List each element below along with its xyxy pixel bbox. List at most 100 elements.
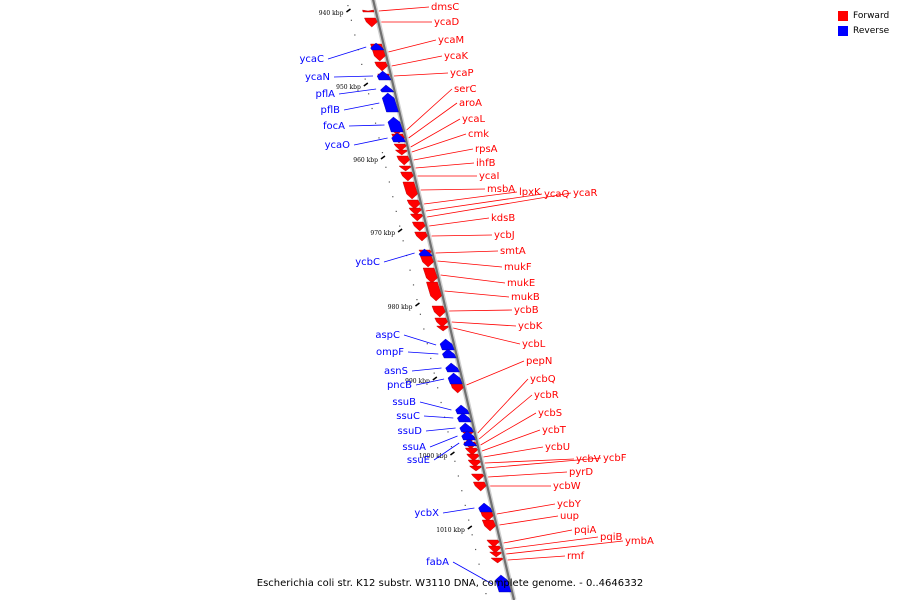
gene-feature-ycaL[interactable] [393,143,407,152]
gene-label-ycaR[interactable]: ycaR [573,188,598,199]
gene-label-ycbF[interactable]: ycbF [603,453,627,464]
gene-label-kdsB[interactable]: kdsB [491,213,515,224]
gene-feature-pqiA[interactable] [486,539,500,548]
gene-label-fabA[interactable]: fabA [426,557,449,568]
gene-label-ycaQ[interactable]: ycaQ [544,189,570,200]
gene-label-ycaC[interactable]: ycaC [299,54,324,65]
gene-label-ycbL[interactable]: ycbL [522,339,546,350]
gene-feature-ssuC[interactable] [457,412,472,423]
gene-label-pepN[interactable]: pepN [526,356,552,367]
gene-feature-ycbJ[interactable] [414,231,428,242]
gene-feature-ycaI[interactable] [400,171,414,182]
gene-label-ssuA[interactable]: ssuA [402,442,426,453]
gene-label-ycbX[interactable]: ycbX [414,508,439,519]
gene-feature-uup[interactable] [481,519,496,532]
gene-label-pncB[interactable]: pncB [387,380,412,391]
gene-label-pyrD[interactable]: pyrD [569,467,593,478]
gene-label-ycaL[interactable]: ycaL [462,114,486,125]
gene-label-ycaI[interactable]: ycaI [479,171,500,182]
gene-label-ycbQ[interactable]: ycbQ [530,374,556,385]
gene-feature-cmk[interactable] [394,149,408,156]
gene-feature-focA[interactable] [387,116,404,133]
gene-feature-kdsB[interactable] [411,221,426,232]
gene-label-mukB[interactable]: mukB [511,292,540,303]
gene-feature-ymbA[interactable] [489,551,503,558]
gene-label-ymbA[interactable]: ymbA [625,536,654,547]
gene-label-ycbS[interactable]: ycbS [538,408,562,419]
gene-label-ycaD[interactable]: ycaD [434,17,460,28]
gene-feature-ycaK[interactable] [374,61,388,72]
gene-label-mukF[interactable]: mukF [504,262,532,273]
gene-feature-mukF[interactable] [420,255,434,268]
gene-label-aroA[interactable]: aroA [459,98,482,109]
gene-label-ycbJ[interactable]: ycbJ [494,230,515,241]
gene-label-cmk[interactable]: cmk [468,129,489,140]
gene-feature-ycbK[interactable] [434,317,448,328]
gene-feature-ycbX[interactable] [478,502,493,513]
gene-feature-mukE[interactable] [422,267,438,284]
gene-label-ycaM[interactable]: ycaM [438,35,464,46]
gene-feature-ycaN[interactable] [376,70,392,81]
gene-label-smtA[interactable]: smtA [500,246,526,257]
gene-label-rpsA[interactable]: rpsA [475,144,498,155]
gene-feature-ycbC[interactable] [418,248,433,257]
gene-label-ycaN[interactable]: ycaN [305,72,330,83]
gene-label-aspC[interactable]: aspC [375,330,400,341]
gene-feature-ycbL[interactable] [436,325,449,332]
gene-feature-ycbF[interactable] [469,465,482,472]
gene-label-pflB[interactable]: pflB [320,105,340,116]
gene-feature-pqiB[interactable] [487,545,501,554]
gene-label-ycbU[interactable]: ycbU [545,442,570,453]
gene-feature-ycbU[interactable] [466,453,480,462]
gene-label-lpxK[interactable]: lpxK [519,187,541,198]
gene-feature-ssuE[interactable] [463,438,478,447]
gene-label-ssuE[interactable]: ssuE [407,455,430,466]
gene-feature-pncB[interactable] [447,372,463,385]
gene-feature-mukB[interactable] [426,281,442,302]
gene-feature-ycaC[interactable] [370,42,385,51]
gene-feature-lpxK[interactable] [406,199,421,210]
gene-label-uup[interactable]: uup [560,511,579,522]
gene-label-ycbY[interactable]: ycbY [557,499,582,510]
gene-label-ycbV[interactable]: ycbV [576,454,601,465]
gene-label-ssuB[interactable]: ssuB [392,397,416,408]
gene-feature-rpsA[interactable] [396,155,410,166]
gene-label-pqiB[interactable]: pqiB [600,532,622,543]
gene-label-focA[interactable]: focA [323,121,345,132]
gene-feature-ihfB[interactable] [398,165,412,172]
gene-label-ycbT[interactable]: ycbT [542,425,567,436]
gene-feature-ycbT[interactable] [464,447,478,456]
gene-feature-pflB[interactable] [381,92,399,113]
gene-label-ycbB[interactable]: ycbB [514,305,539,316]
gene-feature-ycaO[interactable] [391,132,406,143]
gene-label-ompF[interactable]: ompF [376,347,404,358]
gene-label-ycbC[interactable]: ycbC [355,257,380,268]
gene-label-serC[interactable]: serC [454,84,476,95]
gene-feature-rmf[interactable] [490,557,504,564]
gene-label-ycbK[interactable]: ycbK [518,321,543,332]
gene-feature-msbA[interactable] [402,181,418,200]
gene-feature-pyrD[interactable] [471,473,485,482]
gene-feature-fabA[interactable] [495,574,512,593]
gene-label-ihfB[interactable]: ihfB [476,158,496,169]
gene-label-ycaK[interactable]: ycaK [444,51,469,62]
gene-label-dmsC[interactable]: dmsC [431,2,459,13]
gene-label-ycaO[interactable]: ycaO [325,140,351,151]
gene-label-asnS[interactable]: asnS [384,366,408,377]
gene-label-rmf[interactable]: rmf [567,551,585,562]
gene-feature-ycaR[interactable] [410,213,424,222]
gene-feature-pflA[interactable] [380,84,395,93]
gene-label-ssuD[interactable]: ssuD [398,426,423,437]
gene-label-ycbR[interactable]: ycbR [534,390,559,401]
gene-feature-ycaQ[interactable] [408,207,422,216]
gene-feature-dmsC[interactable] [362,9,375,13]
gene-label-ycaP[interactable]: ycaP [450,68,474,79]
gene-label-pqiA[interactable]: pqiA [574,525,596,536]
gene-feature-ycaD[interactable] [364,17,378,28]
gene-label-ssuC[interactable]: ssuC [396,411,420,422]
gene-label-pflA[interactable]: pflA [316,89,336,100]
gene-label-mukE[interactable]: mukE [507,278,535,289]
gene-label-ycbW[interactable]: ycbW [553,481,581,492]
gene-feature-ycbV[interactable] [467,459,481,468]
gene-label-msbA[interactable]: msbA [487,184,515,195]
